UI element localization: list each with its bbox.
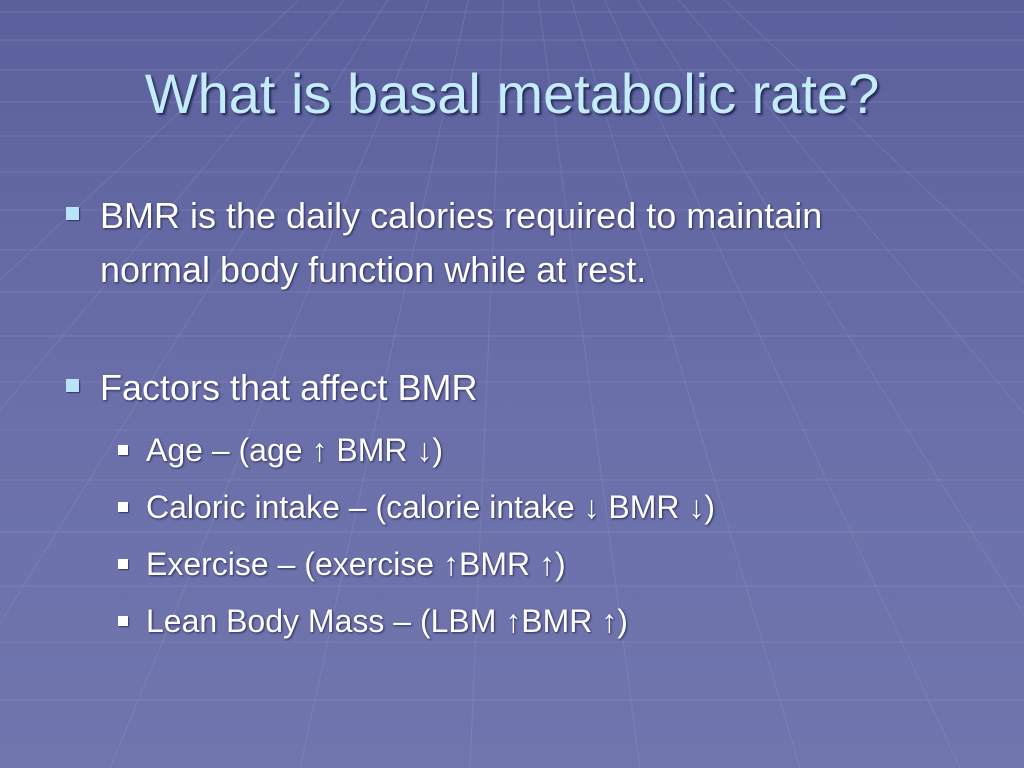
subbullet-text: Age – (age ↑ BMR ↓) [146, 432, 443, 468]
small-square-bullet-icon [118, 559, 128, 569]
subbullet-text: Lean Body Mass – (LBM ↑BMR ↑) [146, 603, 628, 639]
square-bullet-icon [66, 207, 79, 220]
subbullet-caloric-intake: Caloric intake – (calorie intake ↓ BMR ↓… [118, 487, 966, 527]
subbullet-text: Caloric intake – (calorie intake ↓ BMR ↓… [146, 489, 716, 525]
subbullet-exercise: Exercise – (exercise ↑BMR ↑) [118, 544, 966, 584]
small-square-bullet-icon [118, 445, 128, 455]
subbullet-age: Age – (age ↑ BMR ↓) [118, 430, 966, 470]
bullet-factors: Factors that affect BMR [66, 361, 910, 415]
small-square-bullet-icon [118, 502, 128, 512]
bullet-text: BMR is the daily calories required to ma… [100, 195, 823, 290]
small-square-bullet-icon [118, 616, 128, 626]
bullet-bmr-definition: BMR is the daily calories required to ma… [66, 189, 910, 297]
subbullet-lean-body-mass: Lean Body Mass – (LBM ↑BMR ↑) [118, 601, 966, 641]
subbullet-text: Exercise – (exercise ↑BMR ↑) [146, 546, 566, 582]
bullet-text: Factors that affect BMR [100, 367, 478, 408]
square-bullet-icon [66, 379, 79, 392]
slide-title: What is basal metabolic rate? [144, 62, 880, 125]
